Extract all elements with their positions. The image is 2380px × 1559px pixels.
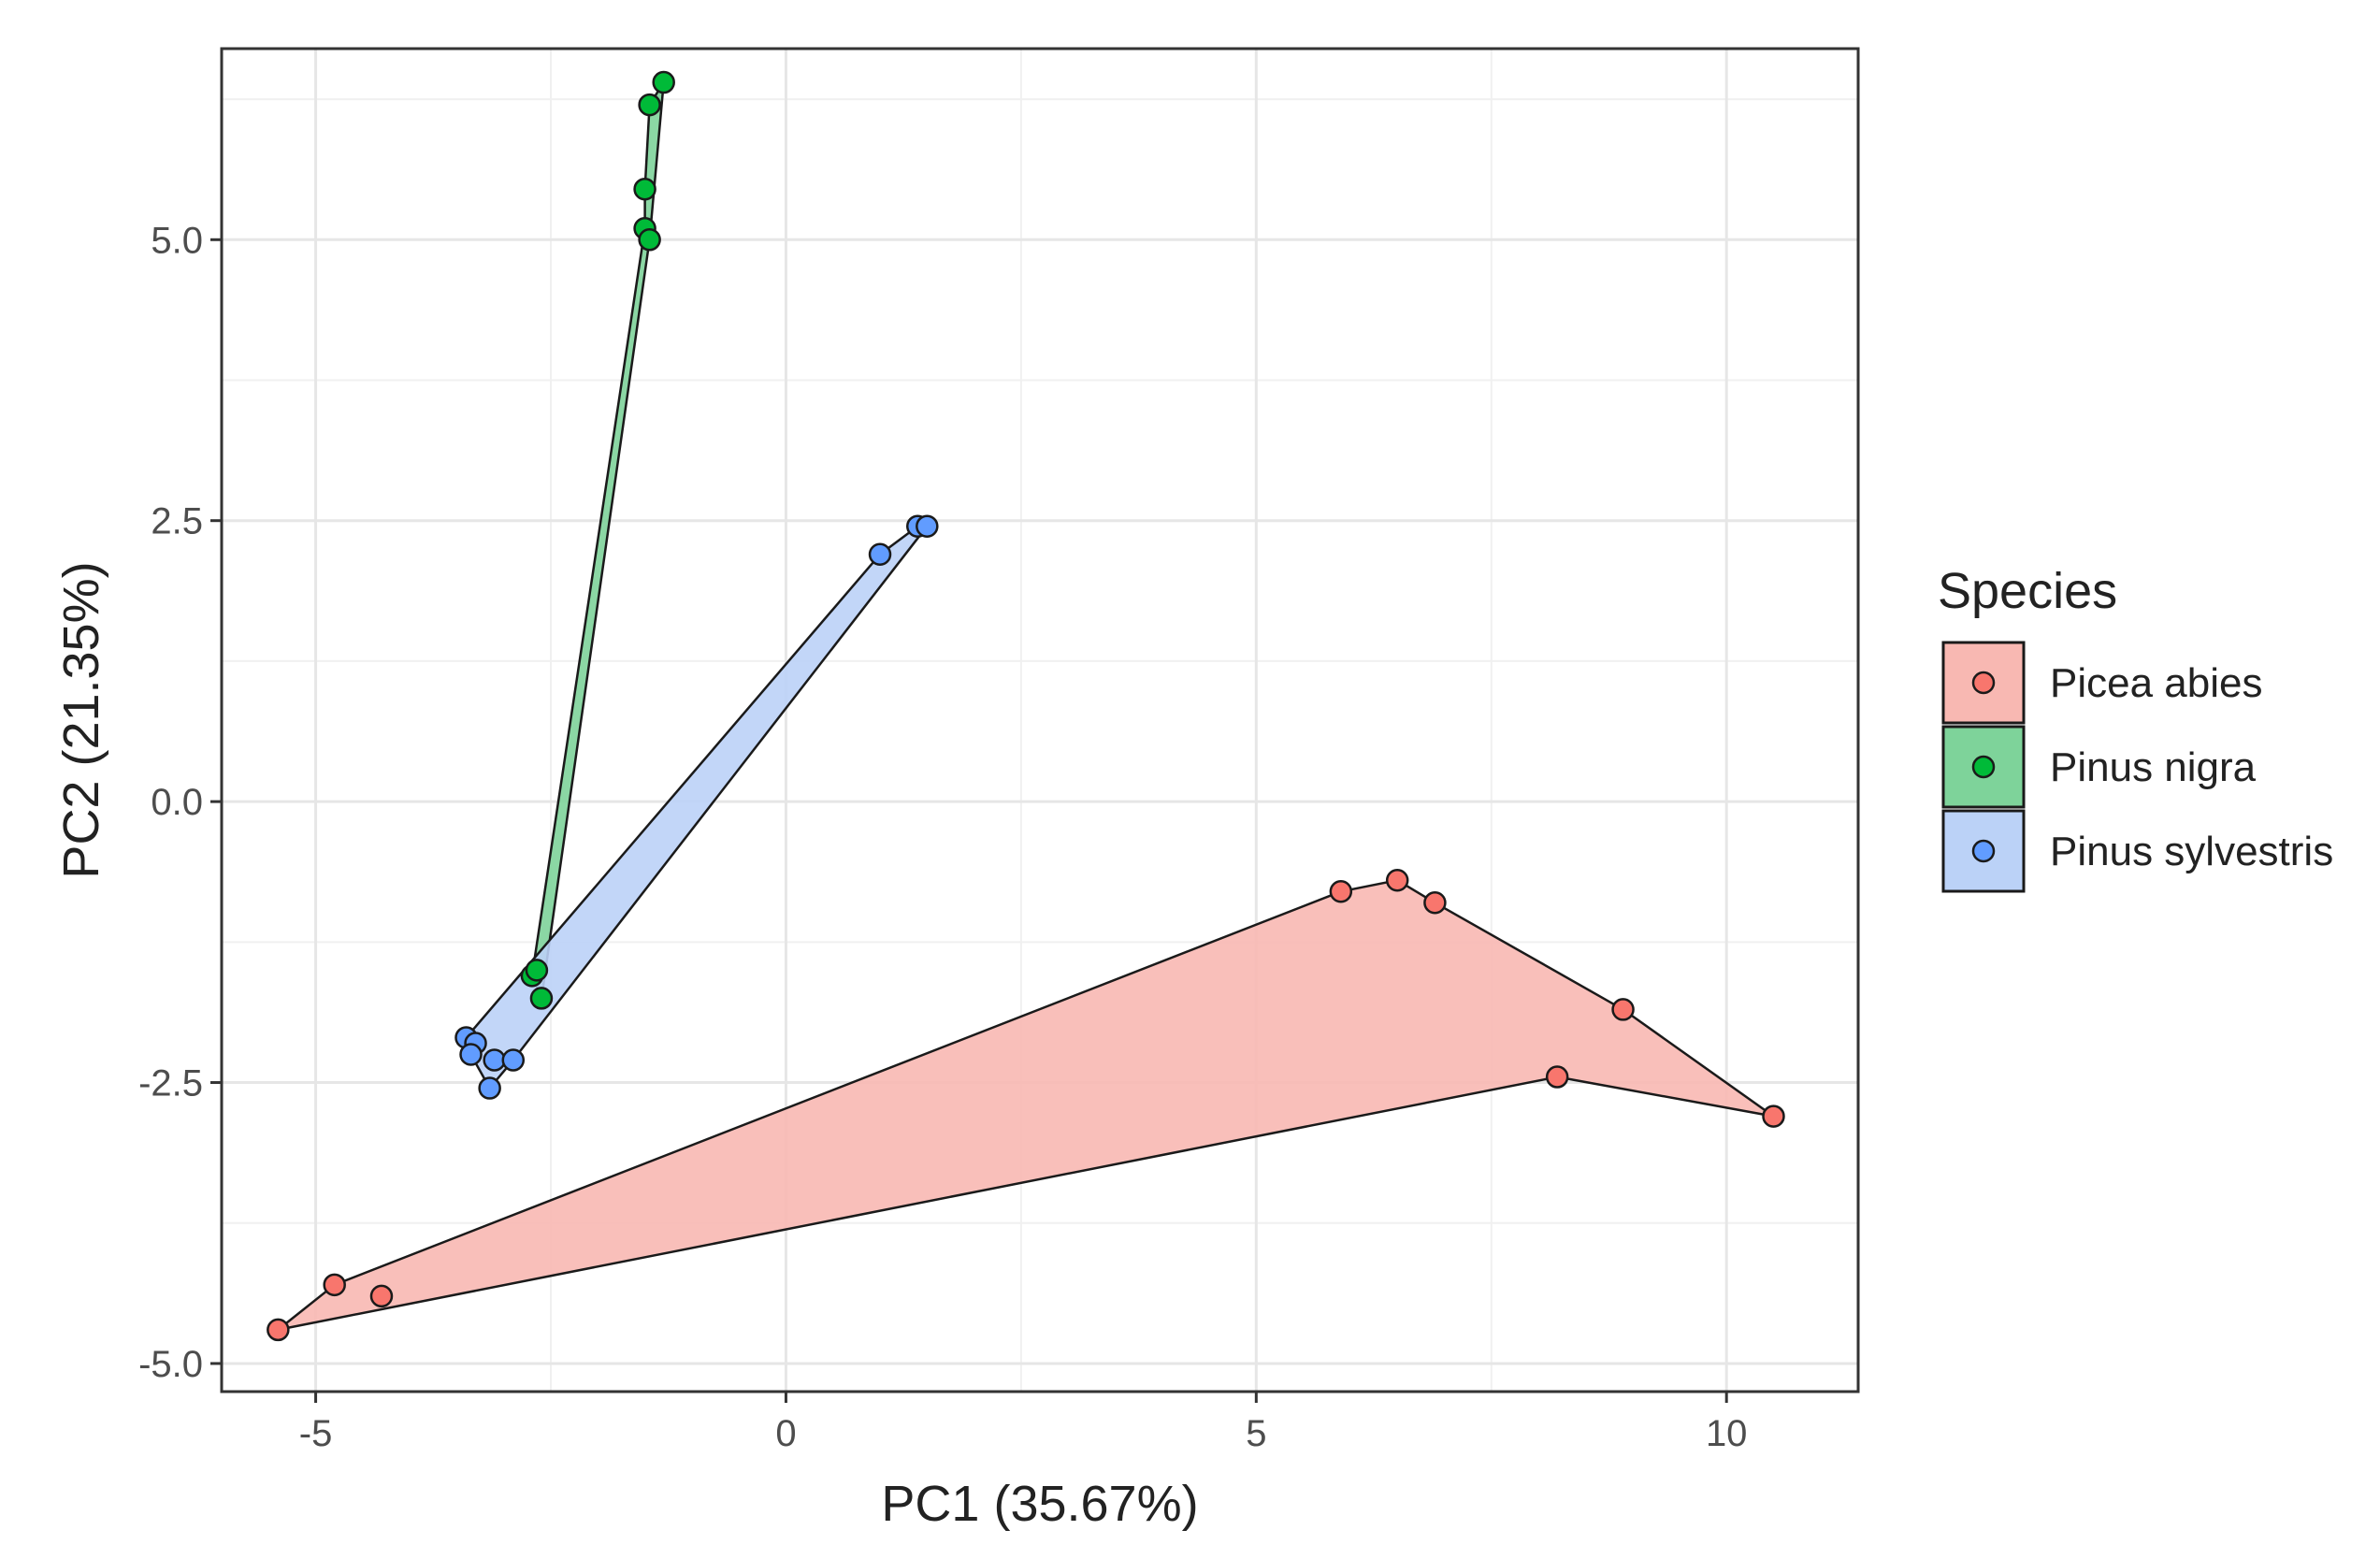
x-tick-label: -5 [299,1413,333,1454]
y-tick-label: 2.5 [151,501,203,542]
point-picea-abies [323,1273,346,1297]
legend: Picea abies Pinus nigra Pinus sylvestris [1941,641,2333,893]
legend-marker-pinus-sylvestris [1971,839,1996,863]
point-pinus-nigra [652,70,675,94]
point-pinus-sylvestris [478,1076,501,1100]
plot-border [220,47,1860,1393]
legend-marker-picea-abies [1971,671,1996,695]
point-pinus-sylvestris [459,1043,483,1066]
point-picea-abies [1762,1104,1785,1128]
legend-label-picea-abies: Picea abies [2050,660,2262,706]
point-pinus-sylvestris [501,1048,526,1072]
x-tick-label: 10 [1706,1413,1748,1454]
y-tick-label: 0.0 [151,782,203,823]
data-points [267,70,1785,1342]
point-picea-abies [369,1284,394,1308]
point-pinus-nigra [633,177,656,201]
x-tick-label: 5 [1246,1413,1266,1454]
point-picea-abies [1385,868,1409,892]
y-tick-label: -5.0 [138,1344,203,1385]
y-tick-label: -2.5 [138,1063,203,1104]
point-picea-abies [1611,998,1635,1021]
legend-marker-pinus-nigra [1971,755,1996,779]
x-tick-label: 0 [775,1413,796,1454]
point-pinus-sylvestris [916,514,939,538]
point-picea-abies [1423,891,1447,915]
point-pinus-sylvestris [483,1048,506,1072]
x-axis-title: PC1 (35.67%) [881,1476,1198,1532]
y-axis-title: PC2 (21.35%) [53,561,109,878]
y-tick-label: 5.0 [151,220,203,261]
point-pinus-sylvestris [868,542,892,567]
plot-panel [222,49,1858,1392]
point-picea-abies [267,1318,290,1342]
y-axis-ticks: -5.0 -2.5 0.0 2.5 5.0 [138,220,222,1385]
legend-label-pinus-sylvestris: Pinus sylvestris [2050,829,2333,874]
point-picea-abies [1329,880,1353,903]
point-pinus-nigra [529,987,554,1010]
point-pinus-nigra [638,228,661,252]
x-axis-ticks: -5 0 5 10 [299,1392,1748,1454]
legend-label-pinus-nigra: Pinus nigra [2050,744,2257,790]
point-picea-abies [1545,1065,1569,1089]
point-pinus-nigra [525,959,549,982]
legend-title: Species [1938,563,2117,619]
point-pinus-nigra [638,93,661,117]
